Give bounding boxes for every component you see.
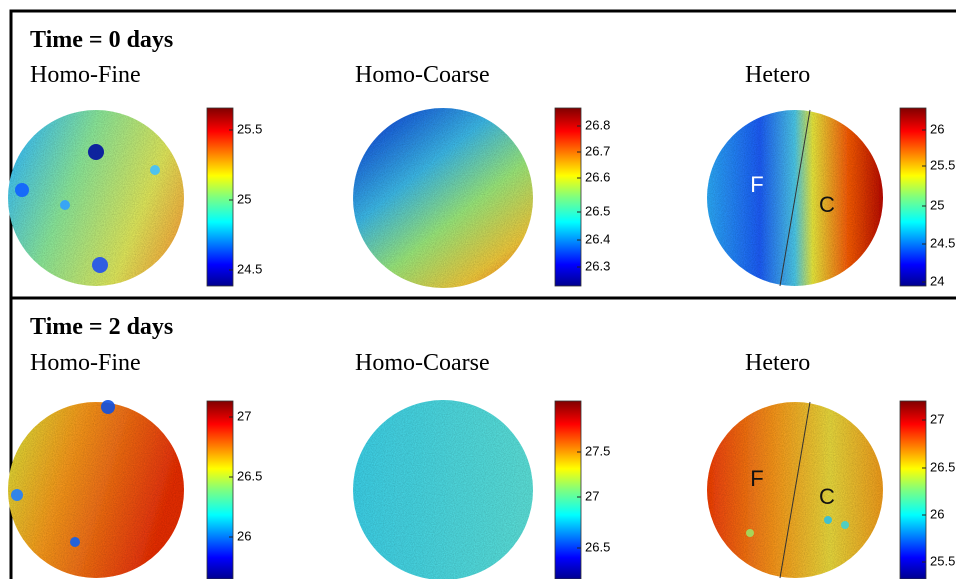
zone-label: C bbox=[819, 192, 835, 217]
panel-label: Homo-Coarse bbox=[355, 62, 490, 88]
panel-label: Homo-Fine bbox=[30, 350, 141, 376]
colorbar-tick-label: 26.5 bbox=[930, 459, 955, 474]
colorbar-tick-label: 25 bbox=[930, 197, 944, 212]
colorbar-tick-label: 24.5 bbox=[930, 235, 955, 250]
colorbar-tick-label: 24.5 bbox=[237, 261, 262, 276]
colorbar-tick-label: 26.6 bbox=[585, 169, 610, 184]
hot-spot bbox=[92, 257, 108, 273]
zone-label: F bbox=[750, 466, 763, 491]
colorbar-tick-label: 26.8 bbox=[585, 117, 610, 132]
panel-label: Hetero bbox=[745, 62, 810, 88]
hot-spot bbox=[88, 144, 104, 160]
hot-spot bbox=[746, 529, 754, 537]
hot-spot bbox=[60, 200, 70, 210]
hot-spot bbox=[15, 183, 29, 197]
colorbar bbox=[207, 401, 233, 579]
panel-label: Homo-Fine bbox=[30, 62, 141, 88]
hot-spot bbox=[70, 537, 80, 547]
colorbar-tick-label: 26.5 bbox=[237, 468, 262, 483]
panel-label: Homo-Coarse bbox=[355, 350, 490, 376]
hot-spot bbox=[11, 489, 23, 501]
panel-label: Hetero bbox=[745, 350, 810, 376]
zone-label: C bbox=[819, 484, 835, 509]
colorbar-tick-label: 26.3 bbox=[585, 258, 610, 273]
section-title: Time = 0 days bbox=[30, 27, 173, 53]
colorbar-tick-label: 26.4 bbox=[585, 231, 610, 246]
colorbar-tick-label: 26 bbox=[237, 528, 251, 543]
colorbar bbox=[900, 401, 926, 579]
colorbar-tick-label: 24 bbox=[930, 273, 944, 288]
section-title: Time = 2 days bbox=[30, 314, 173, 340]
colorbar bbox=[207, 108, 233, 286]
heatmap bbox=[8, 402, 184, 578]
colorbar-tick-label: 27 bbox=[237, 408, 251, 423]
heatmap bbox=[353, 400, 533, 579]
colorbar-tick-label: 25.5 bbox=[930, 553, 955, 568]
colorbar-tick-label: 26.5 bbox=[585, 203, 610, 218]
colorbar-tick-label: 27.5 bbox=[585, 443, 610, 458]
hot-spot bbox=[841, 521, 849, 529]
colorbar-tick-label: 27 bbox=[585, 488, 599, 503]
hot-spot bbox=[150, 165, 160, 175]
colorbar-tick-label: 26 bbox=[930, 506, 944, 521]
figure: Time = 0 days Homo-Fine 25.5 25 24.5 Homo-Coa… bbox=[0, 0, 956, 579]
hot-spot bbox=[101, 400, 115, 414]
hot-spot bbox=[824, 516, 832, 524]
colorbar bbox=[555, 401, 581, 579]
colorbar-tick-label: 25.5 bbox=[930, 157, 955, 172]
colorbar-tick-label: 26 bbox=[930, 121, 944, 136]
colorbar bbox=[555, 108, 581, 286]
zone-label: F bbox=[750, 172, 763, 197]
colorbar-tick-label: 27 bbox=[930, 411, 944, 426]
colorbar-tick-label: 26.5 bbox=[585, 539, 610, 554]
colorbar-tick-label: 25 bbox=[237, 191, 251, 206]
colorbar bbox=[900, 108, 926, 286]
colorbar-tick-label: 26.7 bbox=[585, 143, 610, 158]
colorbar-tick-label: 25.5 bbox=[237, 121, 262, 136]
heatmap bbox=[353, 108, 533, 288]
